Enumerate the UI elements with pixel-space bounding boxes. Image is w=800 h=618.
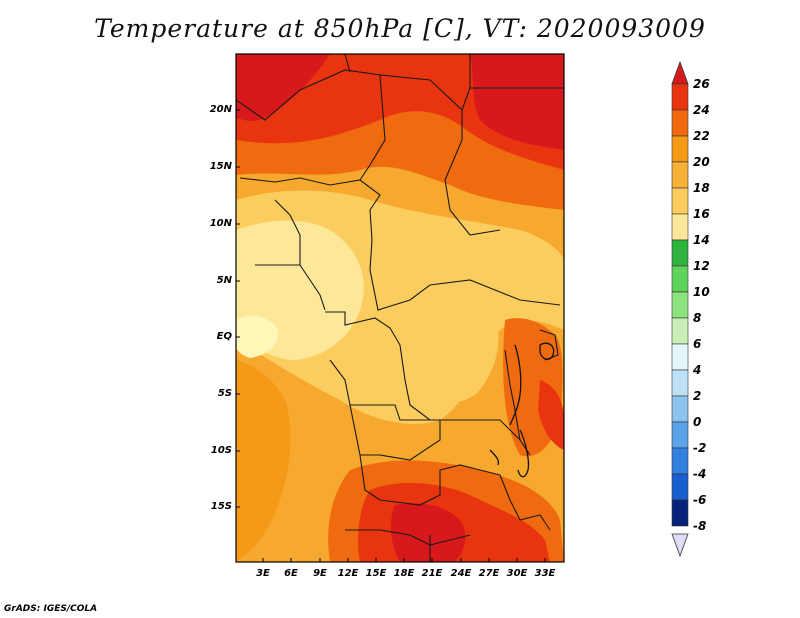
- lon-label: 27E: [478, 568, 500, 579]
- lon-label: 9E: [313, 568, 327, 579]
- colorbar-box: [671, 239, 689, 267]
- lake-outlines: [489, 342, 555, 478]
- lat-label: 10N: [209, 218, 232, 229]
- colorbar-bottom-arrow: [671, 533, 689, 558]
- lat-label: 15S: [210, 501, 232, 512]
- lon-label: 24E: [450, 568, 472, 579]
- lon-label: 6E: [284, 568, 298, 579]
- lon-label: 3E: [256, 568, 270, 579]
- colorbar-box: [671, 291, 689, 319]
- colorbar-box: [671, 369, 689, 397]
- colorbar-box: [671, 421, 689, 449]
- grads-credit: GrADS: IGES/COLA: [4, 604, 98, 614]
- colorbar-label: 14: [693, 233, 710, 247]
- colorbar-label: 10: [693, 285, 710, 299]
- colorbar-label: 6: [693, 337, 702, 351]
- colorbar-box: [671, 395, 689, 423]
- colorbar-label: 22: [693, 129, 710, 143]
- colorbar-label: 26: [693, 77, 710, 91]
- lat-label: 15N: [209, 161, 232, 172]
- colorbar-label: 20: [693, 155, 710, 169]
- colorbar-box: [671, 135, 689, 163]
- axis-ticks: [236, 109, 546, 562]
- colorbar-box: [671, 187, 689, 215]
- lat-label: 5N: [216, 275, 232, 286]
- colorbar-top-arrow: [671, 60, 689, 85]
- lat-label: EQ: [216, 331, 232, 342]
- colorbar-label: -2: [693, 441, 707, 455]
- lat-label: 5S: [217, 388, 232, 399]
- colorbar-label: 8: [693, 311, 702, 325]
- colorbar-box: [671, 109, 689, 137]
- colorbar-box: [671, 499, 689, 527]
- colorbar-label: -4: [693, 467, 707, 481]
- colorbar-box: [671, 161, 689, 189]
- map-frame: [235, 53, 565, 563]
- colorbar-label: 16: [693, 207, 710, 221]
- temperature-field: [236, 54, 564, 562]
- lat-label: 20N: [209, 104, 232, 115]
- colorbar-boxes: [671, 83, 689, 527]
- colorbar-box: [671, 473, 689, 501]
- lon-label: 12E: [337, 568, 359, 579]
- colorbar-box: [671, 265, 689, 293]
- colorbar: [671, 60, 689, 558]
- colorbar-box: [671, 447, 689, 475]
- colorbar-label: 0: [693, 415, 702, 429]
- lon-label: 30E: [506, 568, 528, 579]
- lat-label: 10S: [210, 445, 232, 456]
- colorbar-box: [671, 213, 689, 241]
- colorbar-label: -8: [693, 519, 707, 533]
- colorbar-label: 2: [693, 389, 702, 403]
- colorbar-label: -6: [693, 493, 707, 507]
- lon-label: 18E: [393, 568, 415, 579]
- colorbar-box: [671, 83, 689, 111]
- lon-label: 15E: [365, 568, 387, 579]
- colorbar-label: 24: [693, 103, 710, 117]
- colorbar-label: 18: [693, 181, 710, 195]
- map-title: Temperature at 850hPa [C], VT: 202009300…: [94, 14, 706, 43]
- colorbar-label: 4: [693, 363, 702, 377]
- lon-label: 33E: [534, 568, 556, 579]
- colorbar-label: 12: [693, 259, 710, 273]
- colorbar-box: [671, 317, 689, 345]
- lon-label: 21E: [421, 568, 443, 579]
- colorbar-box: [671, 343, 689, 371]
